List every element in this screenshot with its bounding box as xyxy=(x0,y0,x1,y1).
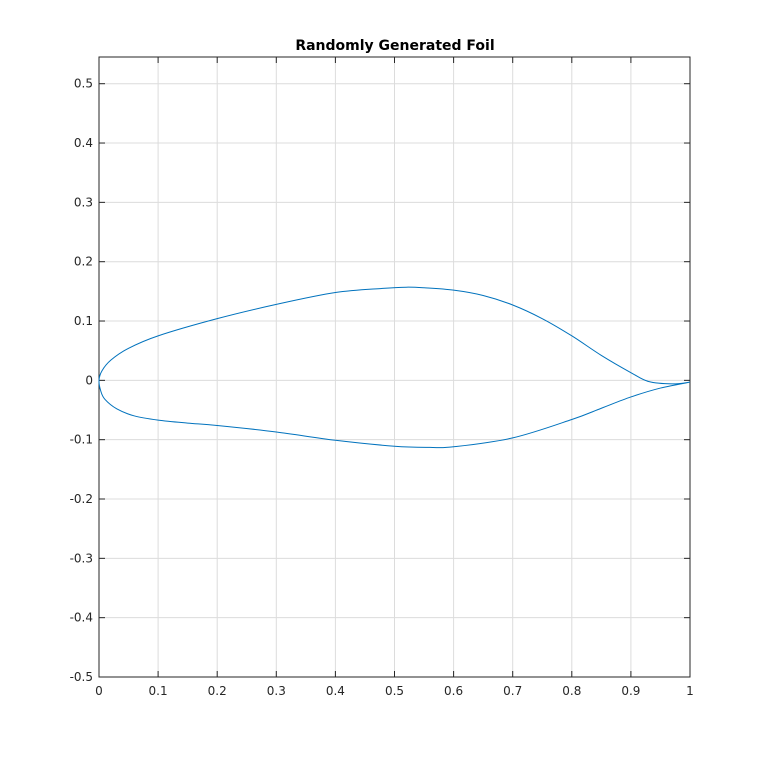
y-tick-label: 0.4 xyxy=(74,136,93,150)
x-tick-label: 0.1 xyxy=(149,684,168,698)
y-tick-label: -0.5 xyxy=(70,670,93,684)
x-tick-label: 0.9 xyxy=(621,684,640,698)
x-tick-label: 1 xyxy=(686,684,694,698)
y-tick-label: 0.5 xyxy=(74,77,93,91)
x-axis-tick-labels: 0 0.1 0.2 0.3 0.4 0.5 0.6 0.7 0.8 0.9 1 xyxy=(95,684,694,698)
x-tick-label: 0.8 xyxy=(562,684,581,698)
x-tick-label: 0.3 xyxy=(267,684,286,698)
foil-outline-line xyxy=(98,286,691,449)
x-tick-label: 0.7 xyxy=(503,684,522,698)
x-tick-label: 0 xyxy=(95,684,103,698)
x-tick-label: 0.4 xyxy=(326,684,345,698)
plot-series xyxy=(98,286,691,449)
y-tick-label: 0 xyxy=(85,373,93,387)
y-tick-label: -0.2 xyxy=(70,492,93,506)
y-tick-label: 0.1 xyxy=(74,314,93,328)
y-tick-label: -0.3 xyxy=(70,551,93,565)
axis-ticks xyxy=(98,57,691,678)
y-axis-tick-labels: 0.5 0.4 0.3 0.2 0.1 0 -0.1 -0.2 -0.3 -0.4 -0.5 xyxy=(70,77,93,684)
x-tick-label: 0.6 xyxy=(444,684,463,698)
chart-title: Randomly Generated Foil xyxy=(295,38,494,54)
x-tick-label: 0.2 xyxy=(208,684,227,698)
y-tick-label: 0.3 xyxy=(74,195,93,209)
y-tick-label: -0.1 xyxy=(70,433,93,447)
grid-lines xyxy=(99,57,690,677)
y-tick-label: 0.2 xyxy=(74,255,93,269)
y-tick-label: -0.4 xyxy=(70,611,93,625)
x-tick-label: 0.5 xyxy=(385,684,404,698)
